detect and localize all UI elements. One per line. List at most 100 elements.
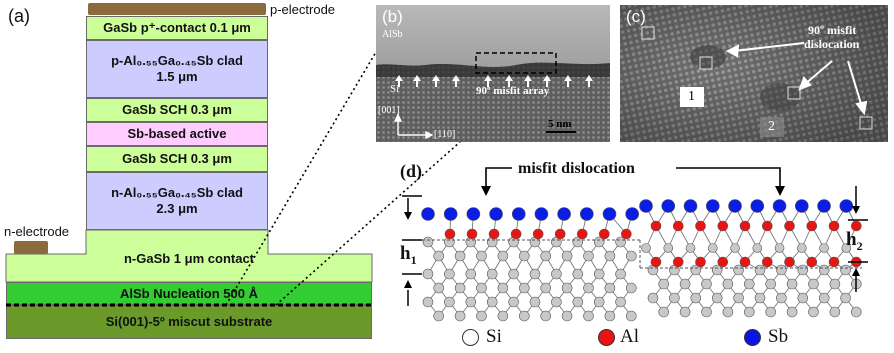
al-atom (467, 229, 477, 239)
h1-letter: h (400, 243, 411, 264)
si-atom (744, 279, 754, 289)
si-atom (723, 279, 733, 289)
h1-label: h1 (400, 243, 417, 268)
si-atom (455, 311, 465, 321)
si-atom (680, 279, 690, 289)
al-atom (762, 257, 772, 267)
lattice-atoms (422, 200, 862, 322)
sb-atom (840, 200, 853, 213)
si-atom (753, 244, 762, 253)
si-atom (734, 265, 744, 275)
si-atom (519, 283, 529, 293)
si-atom (851, 307, 861, 317)
si-atom (594, 269, 604, 279)
si-atom (830, 307, 840, 317)
al-atom (807, 221, 817, 231)
si-atom (680, 307, 690, 317)
al-atom (599, 229, 609, 239)
sb-atom (706, 200, 719, 213)
si-atom (731, 244, 740, 253)
si-atom (744, 307, 754, 317)
si-atom (712, 293, 722, 303)
sb-atom (626, 208, 639, 221)
si-atom (573, 269, 583, 279)
al-atom (740, 221, 750, 231)
si-atom (755, 265, 765, 275)
sb-atom (512, 208, 525, 221)
si-atom (477, 311, 487, 321)
al-atom (829, 221, 839, 231)
legend-sb-marker (744, 329, 761, 346)
sb-atom (580, 208, 593, 221)
si-atom (819, 265, 829, 275)
h2-top-arrowhead (852, 206, 860, 214)
sb-atom (662, 200, 675, 213)
sb-atom (603, 208, 616, 221)
si-atom (551, 297, 561, 307)
si-atom (530, 269, 540, 279)
si-atom (686, 244, 695, 253)
si-atom (797, 244, 806, 253)
al-atom (651, 257, 661, 267)
si-atom (530, 297, 540, 307)
h1-bottom-arrowhead (404, 280, 412, 288)
si-atom (616, 297, 626, 307)
si-atom (477, 251, 487, 261)
si-atom (519, 311, 529, 321)
al-atom (489, 229, 499, 239)
h2-bottom-arrowhead (852, 268, 860, 276)
si-atom (809, 307, 819, 317)
si-atom (444, 297, 454, 307)
si-atom (562, 311, 572, 321)
h2-letter: h (846, 229, 857, 250)
si-atom (798, 265, 808, 275)
al-atom (511, 229, 521, 239)
al-atom (785, 221, 795, 231)
si-atom (766, 307, 776, 317)
al-atom (621, 229, 631, 239)
si-atom (766, 279, 776, 289)
si-atom (734, 293, 744, 303)
si-atom (562, 251, 572, 261)
si-atom (477, 283, 487, 293)
si-atom (775, 244, 784, 253)
si-atom (498, 311, 508, 321)
sb-atom (444, 208, 457, 221)
si-atom (642, 244, 651, 253)
si-atom (444, 269, 454, 279)
si-atom (541, 251, 551, 261)
si-atom (659, 279, 669, 289)
si-atom (702, 279, 712, 289)
si-atom (466, 269, 476, 279)
sb-atom (795, 200, 808, 213)
si-atom (455, 283, 465, 293)
si-atom (434, 283, 444, 293)
si-atom (509, 269, 519, 279)
al-atom (651, 221, 661, 231)
si-atom (423, 237, 433, 247)
al-atom (718, 221, 728, 231)
misfit-arrow-left (486, 168, 512, 188)
si-atom (423, 297, 433, 307)
si-atom (820, 244, 829, 253)
al-atom (696, 257, 706, 267)
si-atom (498, 251, 508, 261)
sb-atom (729, 200, 742, 213)
si-atom (551, 269, 561, 279)
si-atom (669, 293, 679, 303)
si-atom (562, 283, 572, 293)
h1-subscript: 1 (411, 253, 417, 267)
si-atom (616, 269, 626, 279)
misfit-arrowhead-left (481, 186, 491, 196)
al-atom (762, 221, 772, 231)
si-atom (605, 283, 615, 293)
si-atom (755, 293, 765, 303)
si-atom (584, 251, 594, 261)
sb-atom (818, 200, 831, 213)
si-atom (541, 311, 551, 321)
si-atom (605, 251, 615, 261)
sb-atom (558, 208, 571, 221)
si-atom (664, 244, 673, 253)
si-atom (573, 297, 583, 307)
